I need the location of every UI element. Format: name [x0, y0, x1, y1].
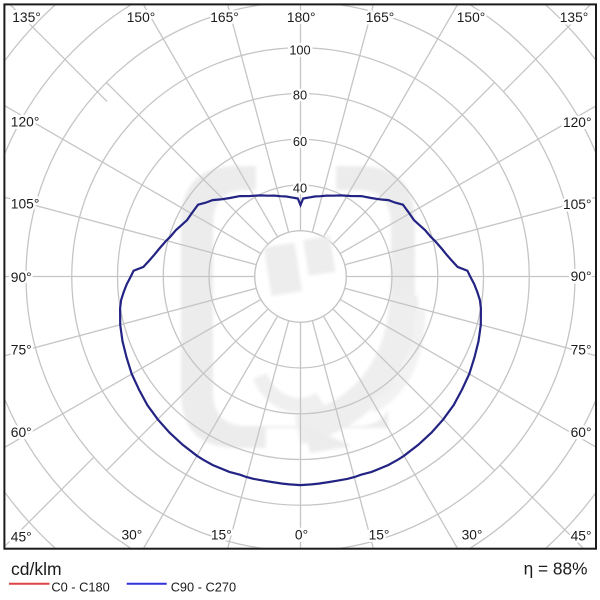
- svg-text:60°: 60°: [11, 425, 32, 440]
- svg-text:120°: 120°: [563, 115, 592, 130]
- svg-text:75°: 75°: [11, 342, 32, 357]
- svg-text:105°: 105°: [11, 197, 40, 212]
- svg-text:cd/klm: cd/klm: [11, 559, 62, 579]
- svg-text:150°: 150°: [127, 10, 156, 25]
- svg-text:150°: 150°: [457, 10, 486, 25]
- svg-text:90°: 90°: [11, 270, 32, 285]
- svg-text:η = 88%: η = 88%: [524, 559, 588, 579]
- svg-text:165°: 165°: [210, 10, 239, 25]
- svg-text:40: 40: [293, 181, 307, 196]
- svg-text:60: 60: [293, 134, 307, 149]
- svg-text:100: 100: [289, 43, 310, 58]
- svg-text:30°: 30°: [462, 528, 483, 543]
- svg-text:60°: 60°: [571, 425, 592, 440]
- svg-text:80: 80: [293, 88, 307, 103]
- svg-text:90°: 90°: [571, 269, 592, 284]
- svg-text:45°: 45°: [571, 528, 592, 543]
- svg-text:135°: 135°: [12, 10, 41, 25]
- svg-text:C0 - C180: C0 - C180: [51, 579, 109, 594]
- svg-text:135°: 135°: [560, 10, 589, 25]
- svg-text:105°: 105°: [563, 197, 592, 212]
- svg-text:165°: 165°: [366, 10, 395, 25]
- svg-text:180°: 180°: [287, 10, 316, 25]
- svg-text:120°: 120°: [11, 114, 40, 129]
- svg-text:0°: 0°: [295, 528, 308, 543]
- svg-text:75°: 75°: [571, 342, 592, 357]
- svg-text:45°: 45°: [11, 530, 32, 545]
- svg-text:15°: 15°: [369, 528, 390, 543]
- svg-text:30°: 30°: [121, 528, 142, 543]
- svg-text:15°: 15°: [211, 528, 232, 543]
- svg-text:C90 - C270: C90 - C270: [171, 579, 236, 594]
